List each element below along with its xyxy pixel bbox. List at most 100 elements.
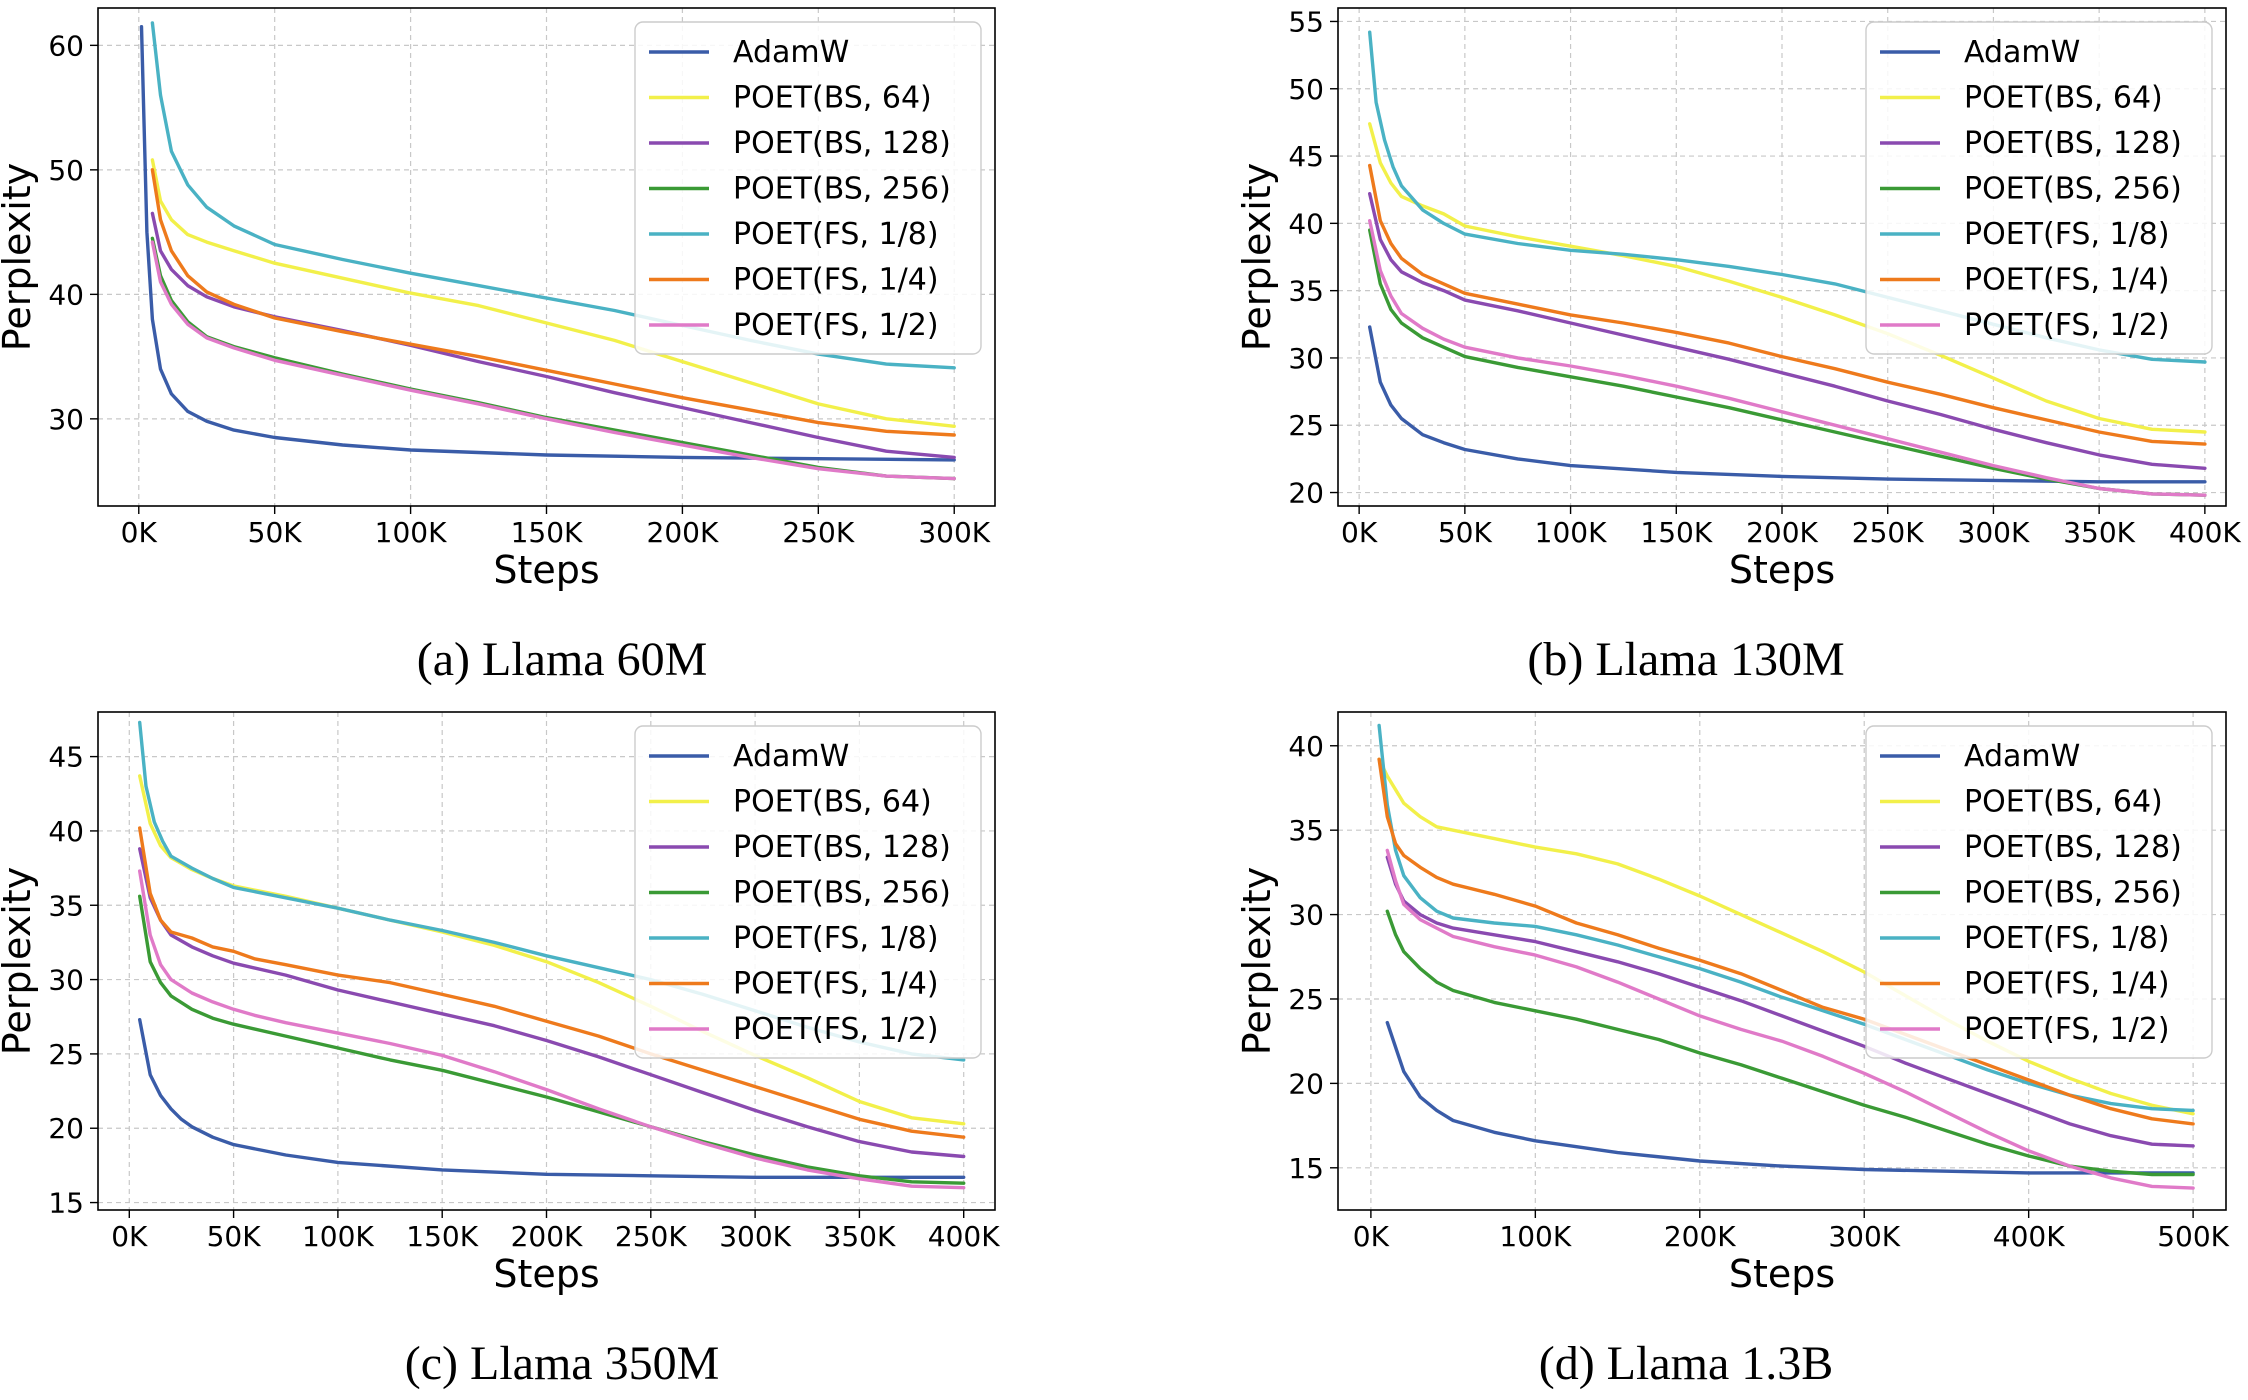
x-tick-label: 250K bbox=[1852, 516, 1924, 549]
x-tick-label: 200K bbox=[511, 1220, 583, 1253]
axes: 0K 100K 200K 300K 400K 500K 15 20 25 30 35 40 bbox=[1288, 730, 2229, 1253]
y-tick-label: 35 bbox=[48, 889, 84, 922]
legend-box bbox=[634, 725, 982, 1059]
caption-llama-1-3b: (d) Llama 1.3B bbox=[1538, 1337, 1834, 1390]
legend: AdamW POET(BS, 64) POET(BS, 128) POET(BS, 2… bbox=[634, 21, 982, 355]
y-tick-label: 50 bbox=[1288, 73, 1324, 106]
legend: AdamW POET(BS, 64) POET(BS, 128) POET(BS, 2… bbox=[1865, 21, 2213, 355]
series-line-poet-fs-1-2 bbox=[137, 869, 966, 1190]
legend-label-poet-bs-128: POET(BS, 128) bbox=[733, 126, 951, 161]
legend-label-poet-bs-64: POET(BS, 64) bbox=[733, 81, 932, 116]
chart-panel-llama-60m: 0K 50K 100K 150K 200K 250K 300K 30 40 50 60 Steps Pe… bbox=[0, 0, 1124, 700]
y-tick-label: 40 bbox=[1288, 730, 1324, 763]
series-line-adamw bbox=[1367, 325, 2207, 484]
legend-label-adamw: AdamW bbox=[1964, 35, 2080, 70]
axes: 0K 50K 100K 150K 200K 250K 300K 350K 400K 20 25 30 3… bbox=[1288, 5, 2241, 549]
y-tick-label: 60 bbox=[48, 29, 84, 62]
y-tick-label: 25 bbox=[1288, 983, 1324, 1016]
x-tick-label: 100K bbox=[1499, 1220, 1571, 1253]
legend-label-poet-fs-1-8: POET(FS, 1/8) bbox=[1964, 217, 2170, 252]
y-tick-label: 30 bbox=[48, 403, 84, 436]
legend-label-poet-bs-256: POET(BS, 256) bbox=[733, 172, 951, 207]
legend-label-poet-bs-64: POET(BS, 64) bbox=[1964, 81, 2163, 116]
x-tick-label: 0K bbox=[1353, 1220, 1390, 1253]
chart-llama-60m: 0K 50K 100K 150K 200K 250K 300K 30 40 50 60 Steps Pe… bbox=[0, 7, 996, 592]
chart-panel-llama-1-3b: 0K 100K 200K 300K 400K 500K 15 20 25 30 35 40 Steps P… bbox=[1124, 700, 2248, 1400]
y-tick-label: 20 bbox=[1288, 477, 1324, 510]
x-tick-label: 200K bbox=[647, 516, 719, 549]
y-tick-label: 20 bbox=[1288, 1067, 1324, 1100]
series-line-poet-bs-128 bbox=[137, 847, 966, 1159]
series-line-poet-bs-256 bbox=[1367, 228, 2207, 497]
y-tick-label: 45 bbox=[1288, 140, 1324, 173]
series-line-adamw bbox=[137, 1018, 966, 1179]
series-line-poet-fs-1-2 bbox=[150, 240, 956, 481]
caption-llama-130m: (b) Llama 130M bbox=[1527, 633, 1845, 686]
legend-box bbox=[1865, 21, 2213, 355]
y-tick-label: 55 bbox=[1288, 5, 1324, 38]
y-tick-label: 30 bbox=[1288, 899, 1324, 932]
y-tick-label: 40 bbox=[48, 278, 84, 311]
series-line-poet-bs-64 bbox=[1367, 122, 2207, 434]
x-tick-label: 400K bbox=[2169, 516, 2241, 549]
x-tick-label: 0K bbox=[121, 516, 158, 549]
series-line-poet-bs-64 bbox=[1377, 757, 2195, 1116]
x-tick-label: 350K bbox=[824, 1220, 896, 1253]
legend-label-poet-bs-256: POET(BS, 256) bbox=[1964, 172, 2182, 207]
series-line-poet-fs-1-4 bbox=[137, 826, 966, 1139]
y-tick-label: 40 bbox=[48, 815, 84, 848]
legend-label-adamw: AdamW bbox=[1964, 739, 2080, 774]
chart-llama-1-3b: 0K 100K 200K 300K 400K 500K 15 20 25 30 35 40 Steps P… bbox=[1235, 711, 2230, 1296]
legend-label-poet-fs-1-8: POET(FS, 1/8) bbox=[733, 921, 939, 956]
series-line-adamw bbox=[1385, 1020, 2195, 1175]
legend-label-poet-fs-1-2: POET(FS, 1/2) bbox=[733, 1012, 939, 1047]
x-tick-label: 100K bbox=[1535, 516, 1607, 549]
x-tick-label: 0K bbox=[1341, 516, 1378, 549]
legend-label-poet-fs-1-2: POET(FS, 1/2) bbox=[733, 308, 939, 343]
y-axis-label: Perplexity bbox=[0, 163, 39, 351]
series-lines bbox=[1367, 30, 2207, 497]
caption-llama-350m: (c) Llama 350M bbox=[404, 1337, 720, 1390]
legend-label-poet-bs-128: POET(BS, 128) bbox=[733, 830, 951, 865]
y-tick-label: 15 bbox=[48, 1187, 84, 1220]
y-tick-label: 40 bbox=[1288, 207, 1324, 240]
y-tick-label: 50 bbox=[48, 154, 84, 187]
x-tick-label: 250K bbox=[782, 516, 854, 549]
x-tick-label: 150K bbox=[1640, 516, 1712, 549]
legend-label-poet-fs-1-8: POET(FS, 1/8) bbox=[1964, 921, 2170, 956]
legend-label-poet-fs-1-8: POET(FS, 1/8) bbox=[733, 217, 939, 252]
x-tick-label: 400K bbox=[928, 1220, 1000, 1253]
y-tick-label: 35 bbox=[1288, 275, 1324, 308]
legend: AdamW POET(BS, 64) POET(BS, 128) POET(BS, 2… bbox=[1865, 725, 2213, 1059]
x-tick-label: 150K bbox=[511, 516, 583, 549]
series-line-adamw bbox=[139, 25, 956, 462]
axes: 0K 50K 100K 150K 200K 250K 300K 350K 400K 15 20 25 3… bbox=[48, 741, 1000, 1253]
legend-label-poet-fs-1-2: POET(FS, 1/2) bbox=[1964, 1012, 2170, 1047]
chart-panel-llama-350m: 0K 50K 100K 150K 200K 250K 300K 350K 400K 15 20 25 3… bbox=[0, 700, 1124, 1400]
legend-box bbox=[1865, 725, 2213, 1059]
x-axis-label: Steps bbox=[1729, 1252, 1835, 1296]
x-tick-label: 400K bbox=[1993, 1220, 2065, 1253]
legend-label-poet-fs-1-4: POET(FS, 1/4) bbox=[733, 263, 939, 298]
x-tick-label: 0K bbox=[111, 1220, 148, 1253]
x-tick-label: 50K bbox=[248, 516, 303, 549]
y-tick-label: 20 bbox=[48, 1112, 84, 1145]
y-tick-label: 30 bbox=[1288, 342, 1324, 375]
x-tick-label: 350K bbox=[2063, 516, 2135, 549]
chart-panel-llama-130m: 0K 50K 100K 150K 200K 250K 300K 350K 400K 20 25 30 3… bbox=[1124, 0, 2248, 700]
legend-label-poet-fs-1-2: POET(FS, 1/2) bbox=[1964, 308, 2170, 343]
legend: AdamW POET(BS, 64) POET(BS, 128) POET(BS, 2… bbox=[634, 725, 982, 1059]
legend-label-poet-bs-256: POET(BS, 256) bbox=[733, 876, 951, 911]
y-axis-label: Perplexity bbox=[1235, 867, 1279, 1055]
y-tick-label: 25 bbox=[48, 1038, 84, 1071]
x-axis-label: Steps bbox=[493, 1252, 599, 1296]
legend-label-adamw: AdamW bbox=[733, 35, 849, 70]
series-line-poet-bs-64 bbox=[150, 158, 956, 428]
series-line-poet-fs-1-2 bbox=[1385, 848, 2195, 1190]
series-line-poet-fs-1-2 bbox=[1367, 218, 2207, 497]
legend-label-poet-bs-128: POET(BS, 128) bbox=[1964, 126, 2182, 161]
x-tick-label: 300K bbox=[719, 1220, 791, 1253]
x-tick-label: 200K bbox=[1746, 516, 1818, 549]
legend-label-poet-bs-128: POET(BS, 128) bbox=[1964, 830, 2182, 865]
x-tick-label: 300K bbox=[1828, 1220, 1900, 1253]
